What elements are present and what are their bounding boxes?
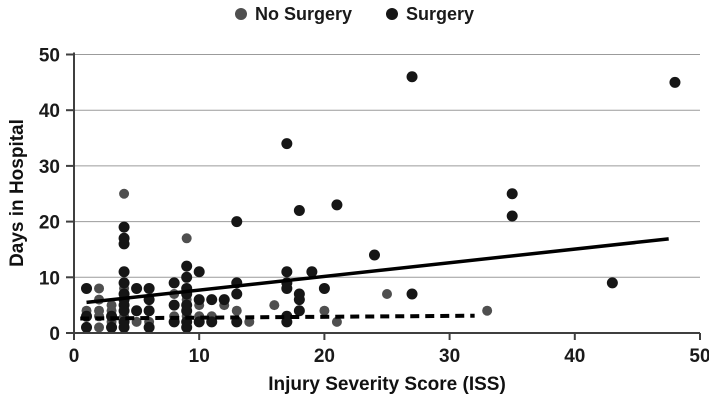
data-point bbox=[231, 288, 243, 300]
data-point bbox=[131, 305, 143, 317]
data-point bbox=[118, 321, 130, 333]
data-point bbox=[293, 294, 305, 306]
data-point bbox=[669, 76, 681, 88]
data-point bbox=[143, 282, 155, 294]
data-point bbox=[193, 266, 205, 278]
data-point bbox=[81, 321, 93, 333]
y-tick-label: 0 bbox=[49, 324, 60, 345]
data-point bbox=[193, 294, 205, 306]
data-point bbox=[181, 271, 193, 283]
data-point bbox=[319, 305, 330, 316]
data-point bbox=[143, 321, 155, 333]
data-point bbox=[118, 266, 130, 278]
x-tick-label: 40 bbox=[564, 346, 585, 367]
data-point bbox=[206, 294, 218, 306]
data-point bbox=[368, 249, 380, 261]
data-point bbox=[106, 321, 118, 333]
y-tick-label: 50 bbox=[39, 46, 60, 67]
data-point bbox=[482, 305, 493, 316]
x-tick-label: 10 bbox=[189, 346, 210, 367]
data-point bbox=[143, 305, 155, 317]
surgery-trendline bbox=[86, 237, 669, 305]
data-point bbox=[118, 305, 130, 317]
data-point bbox=[81, 282, 93, 294]
data-point bbox=[94, 322, 105, 333]
data-point bbox=[331, 316, 342, 327]
legend-item-no-surgery: No Surgery bbox=[234, 3, 352, 25]
data-point bbox=[218, 294, 230, 306]
y-tick-label: 10 bbox=[39, 268, 60, 289]
data-point bbox=[168, 277, 180, 289]
data-point bbox=[118, 277, 130, 289]
surgery-dot-icon bbox=[386, 8, 398, 20]
no-surgery-dot-icon bbox=[234, 8, 247, 20]
y-tick-label: 40 bbox=[39, 101, 60, 122]
data-point bbox=[181, 233, 192, 244]
data-point bbox=[181, 305, 193, 317]
data-point bbox=[231, 305, 242, 316]
data-point bbox=[244, 316, 255, 327]
legend-label-no-surgery: No Surgery bbox=[254, 3, 352, 24]
data-point bbox=[119, 188, 130, 199]
data-point bbox=[168, 299, 180, 311]
legend-label-surgery: Surgery bbox=[406, 3, 475, 24]
x-tick-label: 50 bbox=[689, 346, 709, 367]
data-point bbox=[118, 238, 130, 250]
legend-item-surgery: Surgery bbox=[386, 4, 474, 25]
data-point bbox=[506, 210, 518, 222]
data-point bbox=[331, 199, 343, 211]
data-point bbox=[318, 282, 330, 294]
x-tick-label: 30 bbox=[439, 346, 460, 367]
data-point bbox=[406, 288, 418, 300]
x-tick-label: 0 bbox=[69, 346, 80, 367]
x-tick-label: 20 bbox=[314, 346, 335, 367]
data-point bbox=[269, 300, 280, 311]
y-tick-label: 20 bbox=[39, 213, 60, 234]
data-point bbox=[231, 216, 243, 228]
data-point bbox=[281, 266, 293, 278]
data-point bbox=[118, 221, 130, 233]
data-point bbox=[382, 289, 392, 300]
data-point bbox=[181, 321, 193, 333]
y-tick-label: 30 bbox=[39, 157, 60, 178]
x-axis-title: Injury Severity Score (ISS) bbox=[268, 374, 506, 395]
data-point bbox=[406, 71, 418, 83]
data-point bbox=[506, 188, 518, 200]
no-surgery-trendline bbox=[80, 313, 475, 321]
data-point bbox=[281, 316, 293, 328]
data-point bbox=[293, 204, 305, 216]
data-point bbox=[181, 260, 193, 272]
legend: No Surgery Surgery bbox=[0, 1, 709, 27]
data-point bbox=[306, 266, 318, 278]
data-point bbox=[293, 305, 305, 317]
data-point bbox=[281, 282, 293, 294]
data-point bbox=[606, 277, 618, 289]
data-point bbox=[281, 138, 293, 150]
data-point bbox=[131, 282, 143, 294]
data-point bbox=[94, 283, 105, 294]
